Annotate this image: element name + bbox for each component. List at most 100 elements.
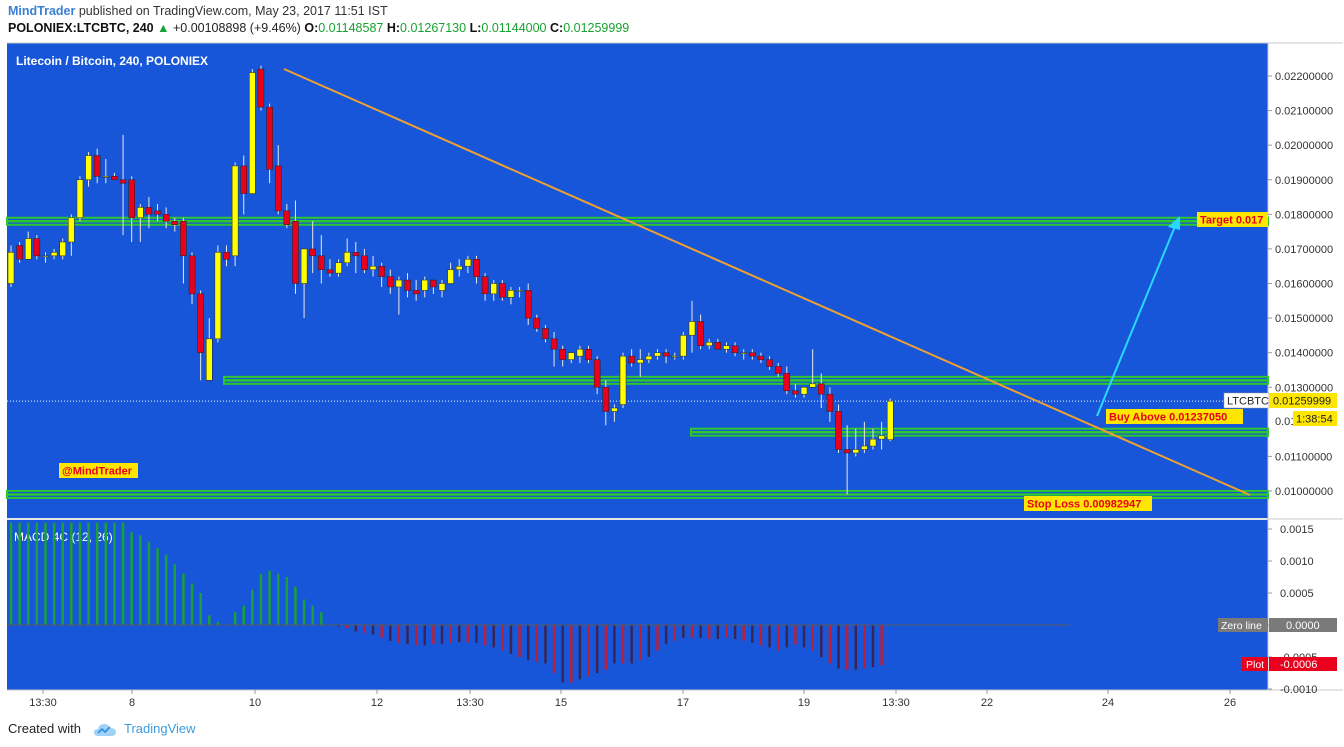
- candle-body-44: [387, 276, 394, 288]
- target-label: Target 0.017: [1200, 215, 1263, 227]
- candle-body-23: [206, 338, 213, 381]
- candle-body-81: [705, 342, 713, 346]
- zero-value-badge: 0.0000: [1286, 620, 1320, 632]
- candle-body-12: [111, 176, 118, 181]
- candle-body-6: [59, 241, 66, 257]
- candle-body-102: [886, 400, 894, 440]
- buy-above-label-bg: [1106, 409, 1243, 424]
- candle-body-91: [792, 390, 799, 395]
- candle-body-21: [188, 255, 196, 295]
- candle-body-35: [309, 248, 316, 257]
- price-tick-label-partial: 0.01: [1275, 416, 1296, 428]
- high-value: 0.01267130: [400, 21, 467, 35]
- time-tick-label-10: 24: [1102, 697, 1114, 709]
- ohlc-bar: POLONIEX:LTCBTC, 240 ▲ +0.00108898 (+9.4…: [8, 21, 629, 35]
- candle-body-99: [861, 445, 868, 450]
- author-link[interactable]: MindTrader: [8, 4, 76, 18]
- candle-body-3: [33, 238, 41, 257]
- target-label-bg: [1197, 212, 1268, 227]
- candle-body-55: [481, 276, 489, 295]
- low-value: 0.01144000: [481, 21, 547, 35]
- candle-body-76: [662, 352, 670, 357]
- candle-body-39: [343, 252, 351, 263]
- candle-body-30: [266, 106, 273, 170]
- candle-body-19: [171, 221, 179, 225]
- candle-body-33: [292, 221, 299, 284]
- candle-body-101: [878, 435, 885, 440]
- candle-body-49: [430, 279, 437, 288]
- price-tick-label-6: 0.01600000: [1275, 279, 1333, 291]
- candle-body-46: [404, 279, 411, 291]
- candle-body-94: [818, 383, 825, 395]
- change-arrow-icon: ▲: [157, 21, 170, 35]
- candle-body-66: [576, 348, 584, 357]
- plot-value-badge-bg: [1269, 657, 1337, 671]
- time-tick-label-9: 22: [981, 697, 993, 709]
- price-tick-label-3: 0.01900000: [1275, 175, 1333, 187]
- last-price-badge: 0.01259999: [1273, 396, 1331, 408]
- candle-body-80: [697, 321, 704, 346]
- candle-body-100: [869, 438, 877, 447]
- price-tick-label-7: 0.01500000: [1275, 313, 1333, 325]
- candle-body-90: [783, 373, 791, 391]
- candle-body-67: [585, 348, 592, 360]
- candle-body-24: [214, 252, 222, 340]
- candle-body-42: [369, 265, 377, 270]
- candle-body-61: [533, 317, 541, 329]
- time-tick-label-2: 10: [249, 697, 261, 709]
- tradingview-link[interactable]: TradingView: [124, 721, 196, 736]
- candle-body-43: [378, 265, 385, 277]
- candle-body-73: [637, 359, 644, 364]
- candle-body-59: [516, 290, 523, 292]
- candle-body-57: [499, 283, 506, 298]
- price-tick-label-1: 0.02100000: [1275, 106, 1333, 118]
- candle-body-18: [162, 214, 170, 222]
- candle-body-15: [137, 207, 144, 219]
- plot-value-badge: -0.0006: [1280, 659, 1317, 671]
- candle-body-52: [455, 265, 463, 270]
- candle-body-14: [128, 179, 135, 219]
- stop-loss-label: Stop Loss 0.00982947: [1027, 499, 1141, 511]
- candle-body-37: [326, 269, 334, 274]
- symbol-label: POLONIEX:LTCBTC, 240: [8, 21, 154, 35]
- candle-body-27: [240, 165, 247, 194]
- candle-body-26: [231, 165, 239, 257]
- symbol-badge: LTCBTC: [1227, 396, 1269, 408]
- price-tick-label-11: 0.01000000: [1275, 486, 1333, 498]
- candle-body-53: [464, 259, 472, 267]
- candle-body-92: [800, 387, 808, 395]
- candle-body-70: [611, 407, 618, 412]
- candle-body-62: [542, 328, 549, 340]
- macd-tick-label-0: 0.0015: [1280, 524, 1314, 536]
- candle-body-58: [507, 290, 515, 298]
- candle-body-41: [361, 255, 368, 270]
- chart-canvas[interactable]: Litecoin / Bitcoin, 240, POLONIEX @MindTr…: [0, 0, 1344, 715]
- price-tick-label-5: 0.01700000: [1275, 244, 1333, 256]
- candle-body-71: [619, 355, 627, 405]
- candle-body-8: [76, 179, 84, 219]
- candle-body-36: [318, 255, 325, 270]
- candle-body-7: [68, 217, 75, 243]
- macd-pane-bg: [7, 520, 1268, 690]
- candle-body-28: [249, 72, 256, 194]
- countdown-badge-bg: [1293, 411, 1337, 426]
- candle-body-88: [766, 359, 773, 367]
- price-tick-label-4: 0.01800000: [1275, 209, 1333, 221]
- candle-body-50: [438, 283, 446, 291]
- candle-body-16: [145, 207, 153, 215]
- candle-body-25: [223, 252, 230, 260]
- candle-body-32: [283, 210, 291, 225]
- price-tick-label-2: 0.02000000: [1275, 140, 1333, 152]
- time-tick-label-5: 15: [555, 697, 567, 709]
- zero-line-label-bg: [1218, 618, 1268, 632]
- created-with-label: Created with: [8, 721, 81, 736]
- candle-body-34: [300, 248, 308, 284]
- time-tick-label-6: 17: [677, 697, 689, 709]
- candle-body-95: [826, 393, 834, 412]
- candle-body-0: [7, 252, 15, 284]
- macd-tick-label-2: 0.0005: [1280, 588, 1314, 600]
- candle-body-20: [180, 221, 187, 257]
- candle-body-45: [395, 279, 403, 288]
- plot-label: Plot: [1246, 659, 1264, 671]
- stop-loss-label-bg: [1024, 496, 1152, 511]
